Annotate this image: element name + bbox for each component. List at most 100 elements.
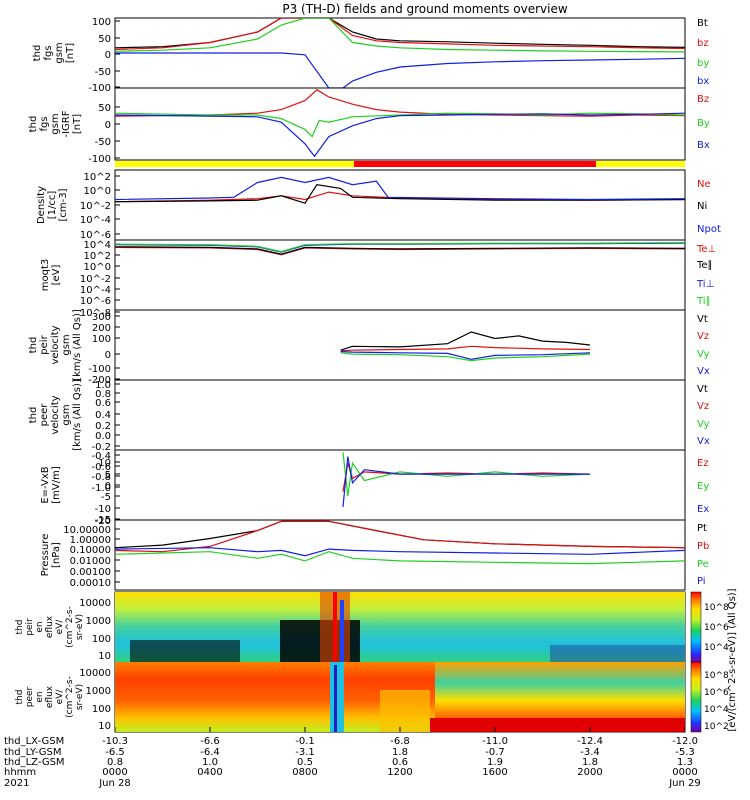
ytick-label: -100 [88, 364, 111, 375]
xaxis-value: 1.9 [487, 757, 503, 768]
ylabel-text: [nT] [72, 114, 83, 134]
ylabel-text: sr-eV) [75, 614, 85, 640]
electron-spectrogram [115, 662, 685, 732]
xaxis-row-label: thd_LY-GSM [4, 747, 61, 758]
ytick-label: 10^2 [84, 251, 111, 262]
ylabel-text: fgs [39, 116, 50, 131]
ytick-label: 10000 [79, 598, 111, 609]
panel-frame [114, 449, 686, 521]
legend-entry: Vz [697, 401, 709, 412]
legend-entry: Pb [697, 541, 709, 552]
colorbar-label: [eV/(cm^2-s-sr-eV)] (All Qs)] [727, 588, 738, 731]
xaxis-value: 0.5 [297, 757, 313, 768]
series-By [115, 112, 685, 138]
ylabel-text: [km/s (All Qs)] [72, 309, 83, 381]
xaxis-value: 0.6 [392, 757, 408, 768]
ytick-label: 10 [98, 721, 111, 732]
ytick-label: 0.00010 [70, 578, 111, 589]
ytick-label: 0.6 [95, 398, 111, 409]
ion-spectrogram [115, 592, 685, 662]
colorbar-tick: 10^2 [704, 722, 729, 732]
ytick-label: 10 [98, 651, 111, 662]
xaxis-row-label: hhmm [4, 767, 36, 778]
xaxis-value: 0000 [672, 767, 697, 778]
panel-ylabel: E=-VxB [mV/m] [40, 466, 62, 504]
xaxis-value: 0000 [102, 767, 127, 778]
ytick-label: 0.4 [95, 410, 111, 421]
xaxis-row-label: thd_LX-GSM [4, 736, 64, 747]
panel-ylabel: thd peir velocity gsm [km/s (All Qs)] [28, 309, 83, 381]
legend-entry: Bx [697, 140, 710, 151]
ytick-label: 0 [105, 50, 111, 61]
ytick-label: 10^-4 [80, 285, 111, 296]
series-Pi [115, 547, 685, 557]
legend-entry: Bz [697, 94, 709, 105]
mode-bar [115, 161, 685, 167]
xaxis-value: -0.7 [485, 747, 505, 758]
series-Ex [342, 456, 590, 507]
legend-entry: Bt [697, 18, 708, 29]
ytick-label: -0.2 [91, 442, 111, 453]
series-Bx [115, 112, 685, 158]
ylabel-text: gsm [54, 42, 65, 63]
ylabel-text: (cm^2-s- [65, 676, 75, 718]
legend-entry: Pt [697, 523, 707, 534]
series-Ey [342, 452, 591, 496]
ytick-label: 100 [92, 17, 111, 28]
xaxis-value: -11.0 [482, 736, 508, 747]
series-bx [115, 52, 685, 88]
ytick-label: 0.01000 [70, 556, 111, 567]
ytick-label: 10^2 [84, 172, 111, 183]
xaxis-value: -3.4 [580, 747, 600, 758]
mode-bar-red [354, 161, 596, 167]
legend-entry: Vy [697, 349, 710, 360]
series-Ni [115, 184, 685, 204]
ytick-label: 1000 [86, 686, 111, 697]
ytick-label: 0.10000 [70, 545, 111, 556]
legend-entry: bx [697, 76, 709, 87]
ytick-label: 10^0 [84, 186, 111, 197]
xaxis-value: -6.4 [200, 747, 220, 758]
ytick-label: -200 [88, 375, 111, 386]
ylabel-text: thd [28, 407, 39, 424]
ylabel-text: -IGRF [61, 110, 72, 137]
legend-entry: Pe [697, 559, 709, 570]
ylabel-text: peer [25, 686, 35, 707]
ytick-label: 10.00000 [63, 525, 111, 536]
ytick-label: 50 [98, 34, 111, 45]
ytick-label: 100 [92, 334, 111, 345]
panel-5: thd peir velocity gsm [km/s (All Qs)] 3002001… [28, 309, 710, 386]
ylabel-text: [cm-3] [58, 188, 69, 221]
ylabel-text: en [35, 621, 45, 632]
ylabel-text: velocity [50, 325, 61, 364]
colorbar-tick: 10^6 [704, 623, 729, 633]
ylabel-text: [1/cc] [47, 191, 58, 220]
colorbar-tick: 10^4 [704, 705, 729, 715]
ytick-label: 0.2 [95, 421, 111, 432]
panel-ylabel: thd peer velocity gsm [km/s (All Qs)] [28, 379, 83, 451]
ylabel-text: Pressure [40, 534, 51, 577]
panel-frame [114, 239, 686, 311]
xaxis-value: Jun 29 [668, 778, 701, 789]
panel-ylabel: Density [1/cc] [cm-3] [36, 186, 69, 224]
ytick-label: 0.00100 [70, 567, 111, 578]
ytick-label: 1.00000 [70, 535, 111, 546]
ytick-label: 10^-4 [80, 215, 111, 226]
ytick-label: 10^0 [84, 262, 111, 273]
xaxis-value: 1.3 [677, 757, 693, 768]
ytick-label: -0.4 [91, 451, 111, 462]
ylabel-text: eflux [45, 685, 55, 708]
ytick-label: 10000 [79, 668, 111, 679]
legend-entry: Vx [697, 436, 710, 447]
ytick-label: -50 [95, 137, 111, 148]
panel-1: thd fgs gsm [nT] 100 50 0 -50 -100 Bt bz by bx [32, 17, 709, 94]
chart-title: P3 (TH-D) fields and ground moments over… [282, 2, 567, 16]
legend-entry: by [697, 58, 709, 69]
xaxis-row-label: thd_LZ-GSM [4, 757, 65, 768]
ytick-label: 200 [92, 323, 111, 334]
panel-frame [114, 87, 686, 161]
panel-ylabel: thd fgs gsm [nT] [32, 42, 76, 63]
ytick-label: -100 [88, 154, 111, 165]
ytick-label: 100 [92, 704, 111, 715]
